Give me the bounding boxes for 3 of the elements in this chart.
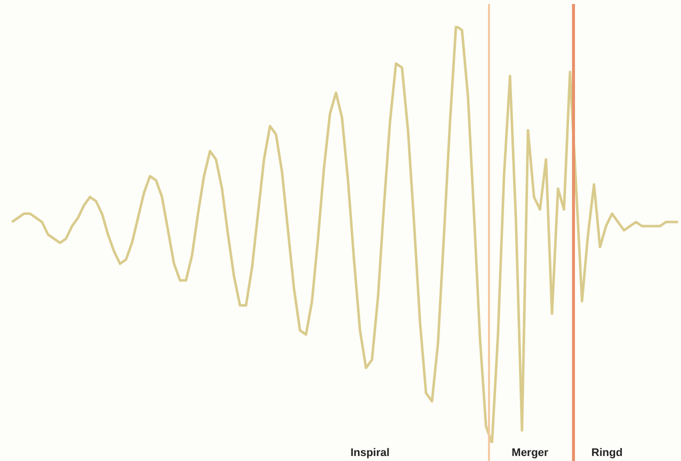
text: Inspiral: [350, 447, 390, 459]
text: Ringd: [591, 447, 623, 459]
text: Merger: [512, 447, 550, 459]
